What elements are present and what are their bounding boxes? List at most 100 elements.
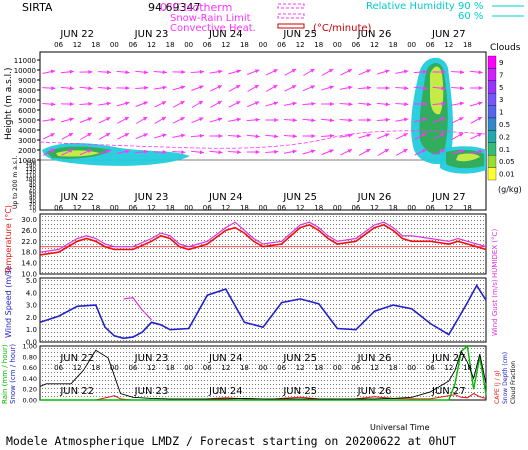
ytick-label: 5000 bbox=[18, 117, 36, 125]
wind-arrow bbox=[470, 132, 483, 140]
hour-tick: 18 bbox=[314, 204, 323, 212]
ytick-label: 100 bbox=[26, 177, 37, 183]
day-label: JUN 24 bbox=[208, 29, 243, 40]
humidex-line bbox=[39, 221, 487, 253]
wind-arrow bbox=[190, 69, 204, 74]
colorbar-cell bbox=[487, 93, 497, 106]
hour-tick: 00 bbox=[184, 364, 193, 372]
hour-tick: 12 bbox=[296, 41, 305, 49]
hour-tick: 06 bbox=[426, 41, 435, 49]
wind-yticks: 0.0 1.0 2.0 3.0 4.0 5.0 bbox=[26, 277, 37, 347]
colorbar-tick: 7 bbox=[499, 71, 503, 79]
convective-label: Convective Heat. bbox=[170, 23, 256, 34]
colorbar-unit: (g/kg) bbox=[498, 185, 522, 194]
ytick-label: 70 bbox=[29, 186, 36, 192]
hour-tick: 06 bbox=[203, 364, 212, 372]
wind-arrows bbox=[42, 68, 483, 156]
convective-unit: (°C/minute) bbox=[313, 23, 372, 34]
day-label: JUN 23 bbox=[134, 192, 169, 203]
clouds-colorbar: Clouds 9 7 5 3 1 0.5 0.2 0.1 0.05 0.01 (g/kg) bbox=[487, 43, 522, 194]
hour-tick: 00 bbox=[259, 41, 268, 49]
hour-tick: 12 bbox=[73, 41, 82, 49]
ytick-label: 0.20 bbox=[23, 386, 37, 394]
day-label: JUN 25 bbox=[282, 192, 317, 203]
colorbar-cell bbox=[487, 80, 497, 94]
day-label: JUN 25 bbox=[282, 386, 317, 397]
ytick-label: 10 bbox=[29, 205, 36, 211]
wind-arrow bbox=[60, 86, 74, 91]
hour-tick: 06 bbox=[277, 204, 286, 212]
hour-tick: 18 bbox=[166, 364, 175, 372]
colorbar-cell bbox=[487, 167, 497, 181]
wind-arrow bbox=[283, 118, 297, 123]
wind-arrow bbox=[414, 132, 427, 140]
wind-arrow bbox=[246, 134, 260, 139]
wind-arrow bbox=[432, 69, 446, 74]
colorbar-tick: 0.2 bbox=[499, 133, 510, 141]
ytick-label: 0.00 bbox=[23, 397, 37, 405]
wind-gust-line bbox=[123, 297, 152, 321]
wind-arrow bbox=[135, 101, 148, 107]
wind-arrow bbox=[414, 117, 427, 123]
wind-arrow bbox=[190, 150, 204, 155]
hour-tick: 12 bbox=[221, 41, 230, 49]
wind-arrow bbox=[451, 101, 465, 106]
wind-arrow bbox=[376, 102, 390, 107]
wind-arrow bbox=[358, 85, 372, 90]
wind-arrow bbox=[321, 149, 334, 156]
rain-ylabel: Rain (mm / hour) bbox=[1, 344, 9, 404]
hour-tick: 00 bbox=[407, 204, 416, 212]
wind-arrow bbox=[79, 86, 93, 91]
hour-tick: 12 bbox=[221, 204, 230, 212]
wind-arrow bbox=[302, 149, 316, 155]
day-label: JUN 26 bbox=[357, 386, 392, 397]
wind-arrow bbox=[60, 117, 74, 123]
wind-arrow bbox=[451, 149, 465, 155]
hour-tick: 06 bbox=[203, 204, 212, 212]
wind-arrow bbox=[228, 117, 242, 122]
day-labels-top: JUN 22 JUN 23 JUN 24 JUN 25 JUN 26 JUN 27 bbox=[59, 29, 465, 40]
day-label: JUN 24 bbox=[208, 386, 243, 397]
ytick-label: 30.0 bbox=[21, 216, 37, 224]
wind-arrow bbox=[395, 86, 409, 91]
wind-arrow bbox=[284, 84, 297, 92]
ytick-label: 11000 bbox=[14, 57, 36, 65]
temperature-yticks: 10.0 14.0 18.0 22.0 26.0 30.0 bbox=[21, 216, 37, 279]
wind-arrow bbox=[172, 100, 185, 108]
wind-arrow bbox=[116, 70, 130, 75]
wind-arrow bbox=[79, 149, 93, 156]
wind-arrow bbox=[469, 101, 483, 107]
ytick-label: 4000 bbox=[18, 127, 36, 135]
wind-arrow bbox=[172, 70, 186, 75]
wind-arrow bbox=[358, 133, 372, 139]
wind-arrow bbox=[265, 84, 278, 92]
wind-arrow bbox=[42, 148, 55, 156]
temperature-panel: 10.0 14.0 18.0 22.0 26.0 30.0 Temperature (°C… bbox=[4, 205, 499, 279]
header-legend: SIRTA 94.69347 0°C isotherm Snow-Rain Li… bbox=[22, 1, 524, 34]
wind-arrow bbox=[432, 149, 446, 156]
ytick-label: 0.60 bbox=[23, 364, 37, 372]
ytick-label: 5.0 bbox=[26, 277, 37, 285]
hour-tick: 18 bbox=[389, 41, 398, 49]
wind-arrow bbox=[172, 116, 185, 124]
wind-arrow bbox=[116, 86, 130, 91]
ytick-label: 6000 bbox=[18, 107, 36, 115]
hour-tick: 12 bbox=[444, 41, 453, 49]
wind-arrow bbox=[209, 150, 223, 155]
hour-tick: 06 bbox=[426, 204, 435, 212]
ytick-label: 110 bbox=[26, 173, 37, 179]
isotherm-label: 0°C isotherm bbox=[160, 1, 232, 14]
temperature-line bbox=[39, 224, 487, 256]
day-label: JUN 27 bbox=[431, 192, 466, 203]
hour-tick: 06 bbox=[54, 364, 63, 372]
wind-arrow bbox=[228, 84, 241, 92]
wind-arrow bbox=[265, 68, 278, 76]
ytick-label: 14.0 bbox=[21, 260, 37, 268]
wind-arrow bbox=[470, 116, 483, 124]
snow-depth-ylabel: Snow Depth (cm) bbox=[502, 352, 509, 404]
hour-tick: 06 bbox=[128, 41, 137, 49]
cloud-area bbox=[456, 153, 480, 162]
wind-arrow bbox=[469, 70, 483, 75]
hour-tick: 12 bbox=[147, 204, 156, 212]
hour-tick: 12 bbox=[296, 204, 305, 212]
